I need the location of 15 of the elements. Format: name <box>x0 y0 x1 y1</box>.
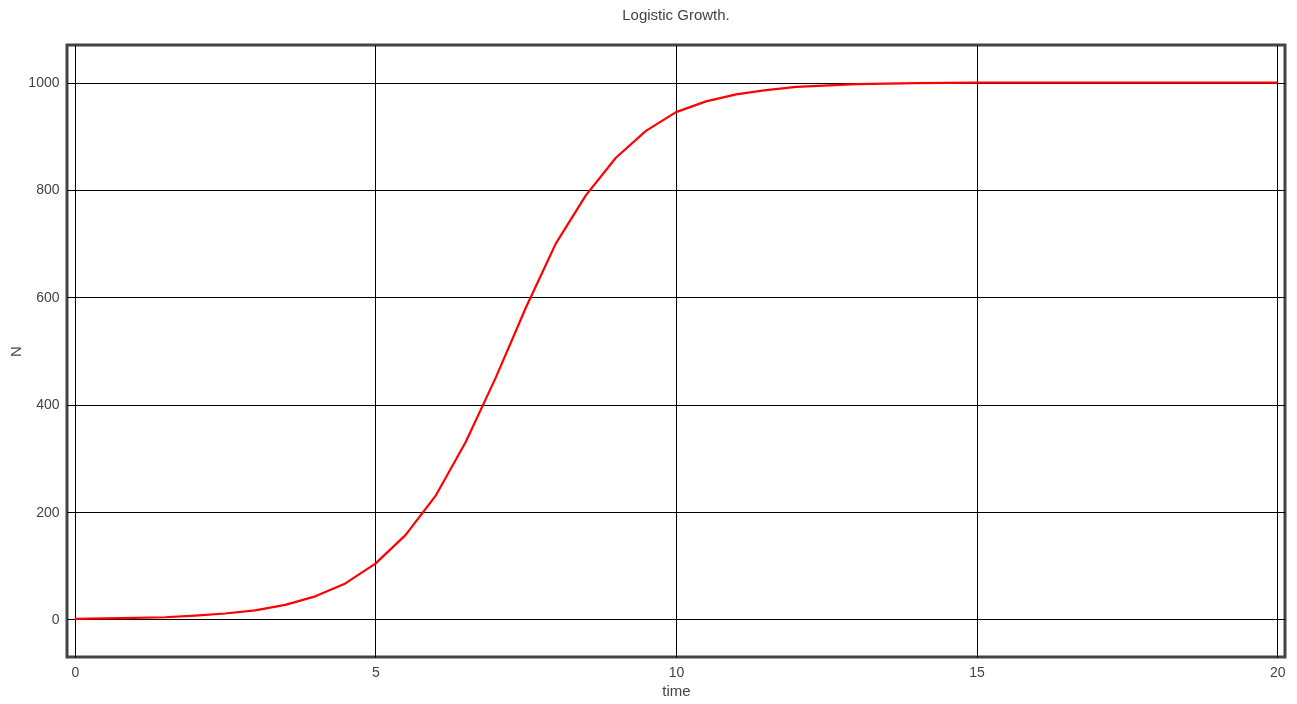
x-tick-label: 10 <box>668 663 685 680</box>
y-tick-label: 200 <box>36 503 60 520</box>
y-axis-title: N <box>7 346 25 357</box>
y-tick-label: 800 <box>36 181 60 198</box>
x-tick-label: 15 <box>969 663 986 680</box>
y-tick-label: 600 <box>36 288 60 305</box>
x-tick-label: 20 <box>1269 663 1286 680</box>
chart-title: Logistic Growth. <box>622 6 730 23</box>
y-tick-label: 400 <box>36 396 60 413</box>
x-tick-label: 5 <box>372 663 381 680</box>
x-tick-label: 0 <box>71 663 80 680</box>
y-tick-label: 1000 <box>28 74 60 91</box>
line-series <box>73 81 1279 620</box>
y-tick-label: 0 <box>51 610 60 627</box>
x-axis-title: time <box>662 681 691 699</box>
